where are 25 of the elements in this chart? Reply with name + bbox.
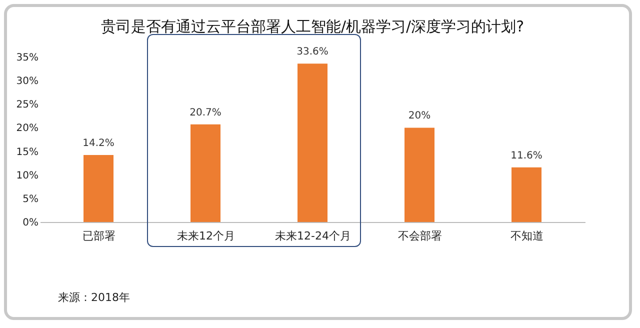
bar — [190, 124, 220, 222]
data-label: 33.6% — [296, 46, 328, 58]
x-tick-label: 不知道 — [510, 230, 544, 242]
bar — [298, 64, 328, 222]
y-tick-label: 25% — [16, 100, 38, 111]
bar — [84, 155, 114, 222]
data-label: 11.6% — [510, 150, 542, 162]
x-tick-label: 不会部署 — [398, 230, 442, 242]
x-tick-label: 未来12-24个月 — [275, 230, 351, 242]
x-tick-label: 已部署 — [82, 230, 116, 242]
y-tick-label: 5% — [22, 194, 38, 205]
bar — [512, 167, 542, 222]
data-label: 20% — [408, 110, 431, 122]
data-label: 14.2% — [82, 138, 114, 150]
source-note: 来源：2018年 — [58, 290, 130, 305]
y-tick-label: 15% — [16, 146, 38, 158]
y-tick-label: 30% — [16, 76, 38, 88]
y-tick-label: 10% — [16, 170, 38, 182]
y-tick-label: 0% — [22, 218, 38, 228]
y-tick-label: 20% — [16, 123, 38, 134]
y-tick-label: 35% — [16, 52, 38, 64]
x-tick-label: 未来12个月 — [177, 230, 235, 242]
chart-title: 贵司是否有通过云平台部署人工智能/机器学习/深度学习的计划? — [100, 18, 524, 36]
data-label: 20.7% — [190, 107, 222, 118]
bar — [404, 128, 434, 222]
